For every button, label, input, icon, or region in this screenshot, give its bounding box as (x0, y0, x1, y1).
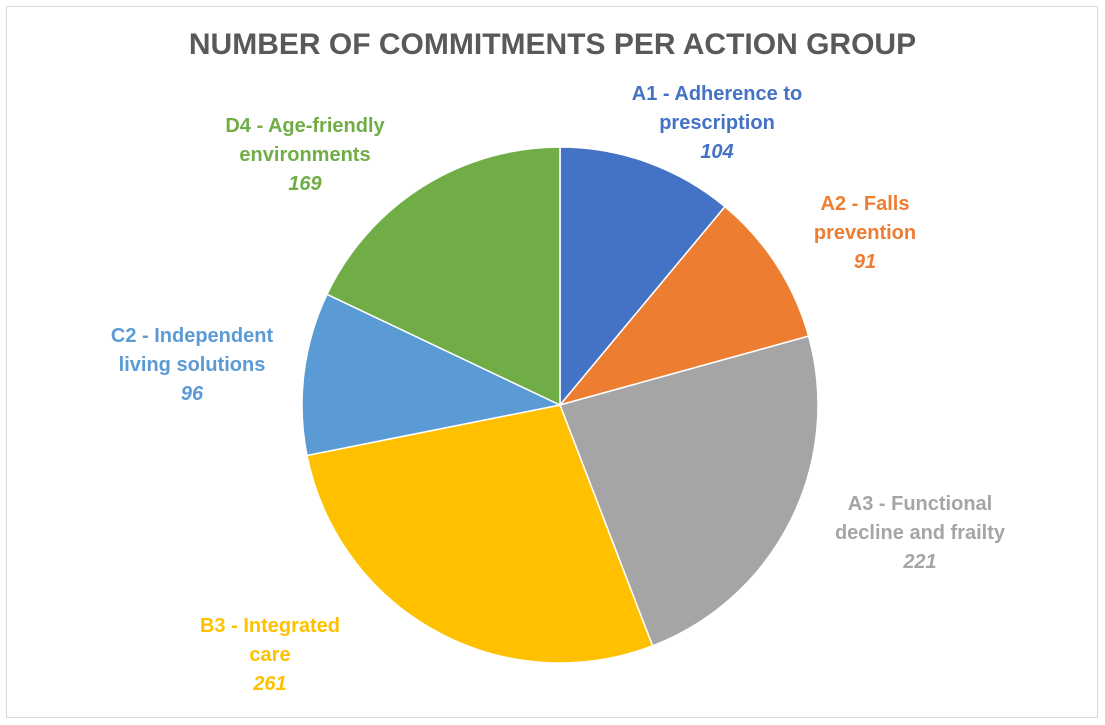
chart-title: NUMBER OF COMMITMENTS PER ACTION GROUP (188, 28, 917, 61)
slice-value-c2: 96 (180, 383, 204, 405)
slice-label-d4-line1: D4 - Age-friendly (225, 115, 385, 137)
slice-label-a2: A2 - Falls prevention 91 (780, 190, 950, 277)
slice-label-a3-line1: A3 - Functional (847, 493, 993, 515)
slice-label-a3: A3 - Functional decline and frailty 221 (810, 490, 1030, 577)
slice-label-b3-line2: care (249, 644, 291, 666)
slice-label-b3: B3 - Integrated care 261 (170, 612, 370, 699)
slice-label-c2-line1: C2 - Independent (110, 325, 274, 347)
slice-label-a2-line2: prevention (813, 222, 917, 244)
slice-label-d4-line2: environments (239, 144, 371, 166)
pie-slice-a2 (557, 205, 810, 407)
slice-value-b3: 261 (253, 673, 287, 695)
pie-slice-a3 (559, 335, 819, 647)
slice-label-c2: C2 - Independent living solutions 96 (72, 322, 312, 409)
slice-label-a1-line1: A1 - Adherence to (631, 83, 803, 105)
slice-value-a2: 91 (853, 251, 877, 273)
pie-slice-d4 (325, 146, 561, 407)
slice-label-d4: D4 - Age-friendly environments 169 (185, 112, 425, 199)
slice-label-b3-line1: B3 - Integrated (199, 615, 341, 637)
slice-label-a1: A1 - Adherence to prescription 104 (592, 80, 842, 167)
pie-slice-a1 (559, 146, 727, 408)
slice-label-a1-line2: prescription (659, 112, 775, 134)
pie-slice-b3 (306, 404, 654, 664)
slice-label-a2-line1: A2 - Falls (820, 193, 910, 215)
slice-value-a3: 221 (903, 551, 937, 573)
slice-value-a1: 104 (700, 141, 734, 163)
pie-slice-c2 (301, 293, 563, 457)
slice-label-c2-line2: living solutions (118, 354, 266, 376)
slice-label-a3-line2: decline and frailty (834, 522, 1006, 544)
slice-value-d4: 169 (288, 173, 322, 195)
